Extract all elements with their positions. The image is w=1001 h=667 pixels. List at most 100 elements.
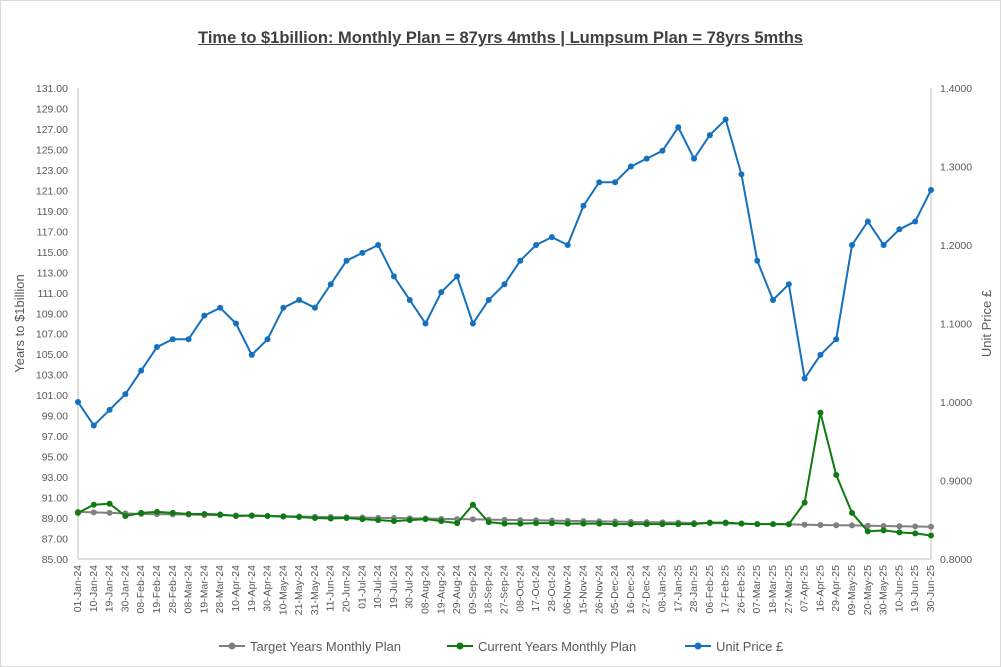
data-point xyxy=(185,510,192,517)
data-point xyxy=(375,517,382,524)
x-tick-label: 09-Sep-24 xyxy=(467,565,479,614)
data-point xyxy=(106,406,113,413)
data-point xyxy=(311,515,318,522)
x-tick-label: 27-Mar-25 xyxy=(783,565,795,614)
x-tick-label: 28-Oct-24 xyxy=(546,565,558,612)
data-point xyxy=(896,529,903,536)
data-point xyxy=(422,320,429,327)
data-point xyxy=(406,517,413,524)
x-tick-label: 30-Apr-24 xyxy=(262,565,274,612)
data-point xyxy=(801,521,808,528)
data-point xyxy=(928,532,934,539)
data-point xyxy=(169,336,176,343)
data-point xyxy=(296,514,303,521)
data-point xyxy=(138,509,145,516)
x-tick-label: 06-Feb-25 xyxy=(704,565,716,614)
data-point xyxy=(280,304,287,311)
y-tick-label: 117.00 xyxy=(37,226,68,238)
data-point xyxy=(248,512,255,519)
series-layer xyxy=(75,116,934,539)
data-point xyxy=(375,242,382,248)
data-point xyxy=(469,516,476,523)
data-point xyxy=(722,116,729,123)
data-point xyxy=(296,296,303,303)
data-point xyxy=(501,520,508,527)
series-unit-price- xyxy=(75,116,934,429)
y-tick-label: 127.00 xyxy=(36,124,68,136)
data-point xyxy=(485,519,492,526)
data-point xyxy=(359,249,366,256)
data-point xyxy=(928,187,934,194)
data-point xyxy=(833,522,840,529)
data-point xyxy=(390,273,397,280)
legend-marker xyxy=(228,642,236,650)
y-tick-label: 125.00 xyxy=(36,144,68,156)
x-tick-label: 30-Jun-25 xyxy=(925,565,937,612)
data-point xyxy=(106,509,113,516)
x-tick-label: 08-Jan-25 xyxy=(656,565,668,612)
data-point xyxy=(659,521,666,528)
data-point xyxy=(438,518,445,525)
data-point xyxy=(754,257,761,264)
x-tick-label: 26-Nov-24 xyxy=(593,565,605,614)
y-tick-label: 87.00 xyxy=(42,534,68,546)
data-point xyxy=(217,511,224,518)
data-point xyxy=(264,336,271,343)
data-point xyxy=(454,273,461,280)
data-point xyxy=(849,509,856,516)
data-point xyxy=(912,530,919,537)
data-point xyxy=(264,512,271,519)
data-point xyxy=(90,422,97,429)
x-tick-label: 08-Oct-24 xyxy=(514,565,526,612)
data-point xyxy=(864,218,871,225)
data-point xyxy=(469,320,476,327)
data-point xyxy=(770,296,777,303)
data-point xyxy=(801,375,808,382)
legend-item: Target Years Monthly Plan xyxy=(219,639,401,654)
data-point xyxy=(833,336,840,343)
x-tick-label: 28-Jan-25 xyxy=(688,565,700,612)
y-tick-label: 105.00 xyxy=(36,349,68,361)
data-point xyxy=(469,501,476,508)
legend-label: Target Years Monthly Plan xyxy=(250,639,401,654)
data-point xyxy=(533,520,540,527)
data-point xyxy=(122,512,129,519)
x-tick-label: 09-May-25 xyxy=(846,565,858,615)
x-tick-label: 21-May-24 xyxy=(293,565,305,615)
x-tick-label: 19-Jan-24 xyxy=(104,565,116,612)
data-point xyxy=(485,296,492,303)
data-point xyxy=(185,336,192,343)
y-tick-label: 111.00 xyxy=(37,288,68,300)
y-tick-label: 85.00 xyxy=(42,554,68,566)
data-point xyxy=(232,320,239,327)
legend-label: Current Years Monthly Plan xyxy=(478,639,636,654)
x-tick-label: 10-Jun-25 xyxy=(893,565,905,612)
y-tick-label: 103.00 xyxy=(36,370,68,382)
data-point xyxy=(691,155,698,162)
y-tick-label: 129.00 xyxy=(36,103,68,115)
y-tick-label: 89.00 xyxy=(42,513,68,525)
x-tick-label: 10-Apr-24 xyxy=(230,565,242,612)
legend-label: Unit Price £ xyxy=(716,639,784,654)
x-tick-label: 26-Feb-25 xyxy=(735,565,747,614)
data-point xyxy=(501,281,508,288)
data-point xyxy=(122,391,129,398)
data-point xyxy=(359,516,366,523)
x-tick-label: 30-Jul-24 xyxy=(404,565,416,609)
x-tick-label: 10-Jul-24 xyxy=(372,565,384,609)
data-point xyxy=(548,520,555,527)
x-tick-label: 27-Sep-24 xyxy=(499,565,511,614)
data-point xyxy=(896,226,903,233)
x-tick-label: 15-Nov-24 xyxy=(577,565,589,614)
data-point xyxy=(343,515,350,522)
x-tick-label: 30-May-25 xyxy=(878,565,890,615)
y-tick-label: 101.00 xyxy=(36,390,68,402)
data-point xyxy=(580,520,587,527)
data-point xyxy=(612,521,619,528)
y-tick-label: 97.00 xyxy=(42,431,68,443)
series-current-years-monthly-plan xyxy=(75,409,934,539)
data-point xyxy=(643,521,650,528)
x-tick-label: 19-Apr-24 xyxy=(246,565,258,612)
